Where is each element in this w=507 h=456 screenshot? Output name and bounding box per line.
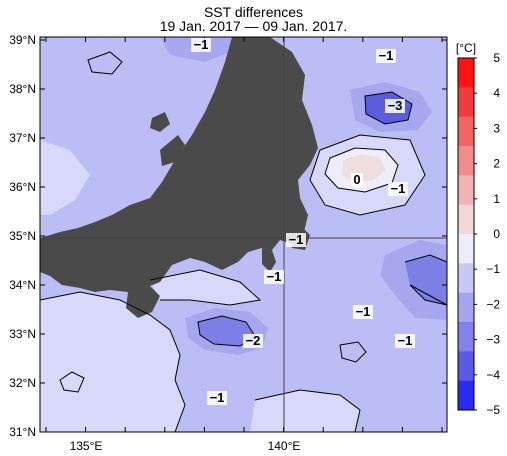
colorbar-segment bbox=[458, 351, 474, 382]
colorbar-segment bbox=[458, 116, 474, 147]
lon-label: 140°E bbox=[268, 439, 301, 453]
light-zone-west bbox=[40, 140, 90, 215]
colorbar-segment bbox=[458, 263, 474, 294]
land-noto-peninsula bbox=[160, 135, 185, 166]
contour-label-bay: −1 bbox=[289, 232, 304, 247]
map-date-range: 19 Jan. 2017 — 09 Jan. 2017. bbox=[159, 18, 348, 34]
contour-small-3 bbox=[87, 51, 123, 75]
cold-core-minus2 bbox=[198, 316, 255, 346]
colorbar-tick-label: 1 bbox=[493, 192, 500, 206]
land-kii-peninsula bbox=[126, 286, 160, 318]
contour-label-northeast-bg bbox=[376, 49, 396, 63]
contour-minus3 bbox=[364, 91, 413, 125]
lat-label: 39°N bbox=[9, 33, 36, 47]
colorbar-segment bbox=[458, 146, 474, 176]
contour-label-zero-bg bbox=[351, 173, 363, 187]
land-sado-island bbox=[150, 112, 170, 132]
lon-label: 135°E bbox=[70, 439, 103, 453]
latitude-axis: 39°N 38°N 37°N 36°N 35°N 34°N 33°N 32°N 31°N bbox=[9, 33, 447, 439]
contour-label-bay-bg bbox=[286, 233, 306, 247]
contour-small-2 bbox=[59, 371, 85, 393]
contour-label-minus3: −3 bbox=[388, 98, 403, 113]
colorbar-segment bbox=[458, 87, 474, 118]
contour-label-offshore-bg bbox=[353, 305, 373, 319]
contour-minus1-south bbox=[254, 389, 361, 432]
colorbar-tick-label: −2 bbox=[486, 297, 500, 311]
contour-label-south-coast-bg bbox=[264, 270, 284, 284]
contour-small-1 bbox=[339, 341, 367, 363]
contour-label-southeast: −1 bbox=[398, 333, 413, 348]
lat-label: 32°N bbox=[9, 376, 36, 390]
colorbar-segment bbox=[458, 204, 474, 235]
colorbar-segment bbox=[458, 292, 474, 323]
colorbar-tick-label: 5 bbox=[493, 51, 500, 65]
contour-lines bbox=[40, 51, 447, 432]
contour-label-offshore: −1 bbox=[356, 304, 371, 319]
cold-core-east bbox=[405, 255, 447, 305]
lat-label: 31°N bbox=[9, 425, 36, 439]
light-zone-south bbox=[250, 390, 360, 432]
contour-label-zero: 0 bbox=[353, 172, 360, 187]
land-honshu bbox=[40, 37, 318, 292]
colorbar-tick-label: −4 bbox=[486, 368, 500, 382]
contour-label-east-bg bbox=[388, 182, 408, 196]
light-zone-coastal bbox=[150, 270, 260, 305]
contour-minus2-east bbox=[404, 254, 447, 306]
contour-label-minus2: −2 bbox=[246, 333, 261, 348]
colorbar-unit: [°C] bbox=[456, 41, 476, 55]
contour-label-minus3-bg bbox=[385, 99, 405, 113]
colorbar-segment bbox=[458, 175, 474, 206]
map-title: SST differences bbox=[203, 4, 304, 20]
lat-label: 38°N bbox=[9, 82, 36, 96]
colorbar-segment bbox=[458, 322, 474, 352]
lat-label: 33°N bbox=[9, 327, 36, 341]
lat-label: 37°N bbox=[9, 131, 36, 145]
longitude-axis: 135°E 140°E bbox=[45, 37, 443, 453]
colorbar-segment bbox=[458, 234, 474, 264]
colorbar-segment bbox=[458, 58, 474, 88]
colorbar: [°C] 5 4 3 2 1 0 −1 −2 −3 −4 −5 bbox=[456, 41, 500, 417]
colorbar-tick-label: −1 bbox=[486, 262, 500, 276]
colorbar-tick-label: −3 bbox=[486, 333, 500, 347]
contour-label-south-bg bbox=[207, 391, 227, 405]
light-zone-southwest bbox=[40, 292, 185, 432]
colorbar-tick-label: 0 bbox=[493, 227, 500, 241]
lat-label: 34°N bbox=[9, 278, 36, 292]
contour-label-northeast: −1 bbox=[379, 48, 394, 63]
colorbar-tick-label: 4 bbox=[493, 86, 500, 100]
contour-minus1-coastal bbox=[149, 269, 262, 306]
contour-label-north: −1 bbox=[194, 37, 209, 52]
colorbar-tick-label: 3 bbox=[493, 121, 500, 135]
landmass bbox=[40, 37, 318, 318]
land-izu-peninsula bbox=[262, 248, 276, 272]
contour-label-south-coast: −1 bbox=[267, 269, 282, 284]
colorbar-segment bbox=[458, 380, 474, 411]
contour-label-north-bg bbox=[191, 38, 211, 52]
lat-label: 36°N bbox=[9, 180, 36, 194]
contour-minus1-east bbox=[309, 134, 426, 216]
lat-label: 35°N bbox=[9, 229, 36, 243]
contour-label-southeast-bg bbox=[395, 334, 415, 348]
contour-minus1-southwest bbox=[40, 291, 186, 432]
colorbar-tick-label: −5 bbox=[486, 403, 500, 417]
colorbar-tick-label: 2 bbox=[493, 157, 500, 171]
contour-label-minus2-bg bbox=[243, 334, 263, 348]
contour-label-south: −1 bbox=[210, 390, 225, 405]
contour-value-labels: −1 −1 −3 0 −1 −1 −1 −1 −2 −1 −1 bbox=[191, 37, 415, 405]
contour-label-east: −1 bbox=[391, 181, 406, 196]
